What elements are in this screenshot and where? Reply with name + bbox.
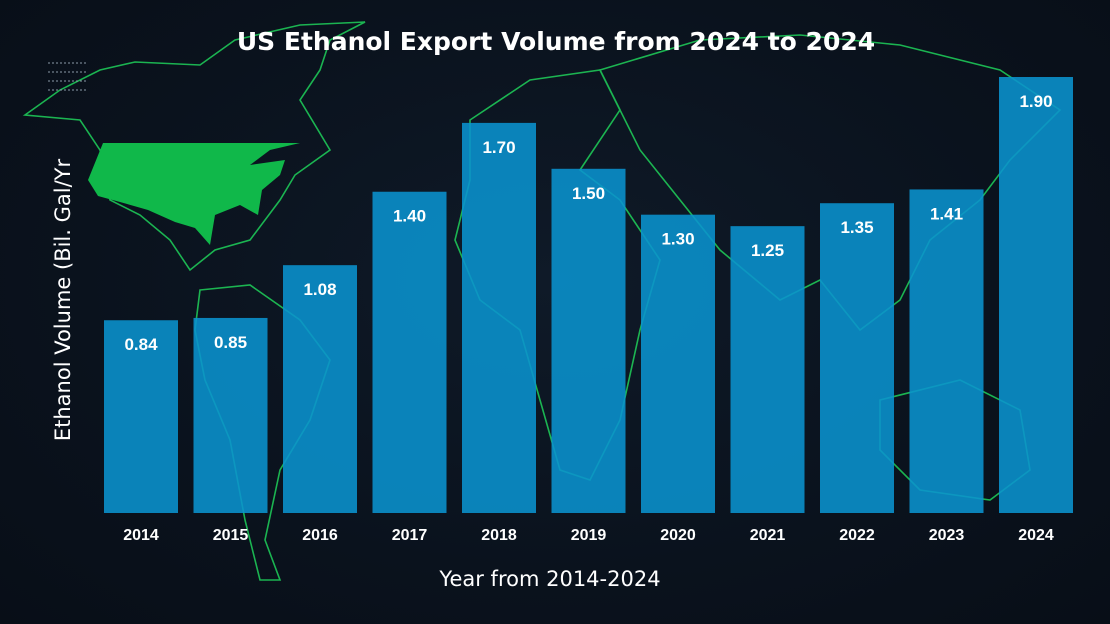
data-label: 1.08 bbox=[303, 280, 336, 299]
x-tick-label: 2020 bbox=[660, 527, 696, 544]
data-label: 1.90 bbox=[1019, 92, 1052, 111]
x-tick-label: 2023 bbox=[929, 527, 965, 544]
bar-2019 bbox=[551, 168, 626, 513]
north-america-outline bbox=[22, 21, 366, 272]
bar-2017 bbox=[372, 191, 447, 513]
bar-2016 bbox=[283, 265, 357, 513]
data-label: 0.85 bbox=[214, 333, 247, 352]
bar-2021 bbox=[730, 226, 805, 513]
x-tick-label: 2024 bbox=[1018, 527, 1054, 544]
bar-2024 bbox=[999, 77, 1073, 513]
data-label: 1.25 bbox=[751, 241, 784, 260]
y-axis-label: Ethanol Volume (Bil. Gal/Yr bbox=[51, 159, 75, 442]
bar-2023 bbox=[909, 189, 984, 513]
data-label: 1.35 bbox=[840, 218, 873, 237]
x-tick-label: 2018 bbox=[481, 527, 517, 544]
data-label: 0.84 bbox=[124, 335, 158, 354]
chart-title: US Ethanol Export Volume from 2024 to 20… bbox=[237, 27, 875, 56]
data-label: 1.50 bbox=[572, 184, 605, 203]
data-label: 1.40 bbox=[393, 207, 426, 226]
x-tick-label: 2015 bbox=[213, 527, 249, 544]
bar-2015 bbox=[193, 317, 268, 513]
x-axis-label: Year from 2014-2024 bbox=[438, 567, 660, 591]
bars-group: 0.84 2014 0.85 2015 1.08 2016 1.40 2017 1.70 2018… bbox=[104, 77, 1073, 544]
bar-2020 bbox=[641, 214, 715, 513]
bar-2014 bbox=[104, 320, 178, 513]
x-tick-label: 2022 bbox=[839, 527, 875, 544]
x-tick-label: 2014 bbox=[123, 527, 159, 544]
bar-2018 bbox=[462, 122, 536, 513]
data-label: 1.30 bbox=[661, 230, 694, 249]
world-map-background bbox=[22, 21, 1062, 581]
data-label: 1.70 bbox=[482, 138, 515, 157]
bar-2022 bbox=[820, 203, 894, 514]
dotted-decoration bbox=[48, 62, 88, 91]
usa-filled-shape bbox=[88, 143, 300, 245]
x-tick-label: 2017 bbox=[392, 527, 428, 544]
data-label: 1.41 bbox=[930, 204, 963, 223]
x-tick-label: 2016 bbox=[302, 527, 338, 544]
x-tick-label: 2019 bbox=[571, 527, 607, 544]
x-tick-label: 2021 bbox=[750, 527, 786, 544]
